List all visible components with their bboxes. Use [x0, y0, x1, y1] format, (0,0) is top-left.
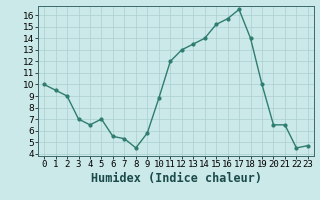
X-axis label: Humidex (Indice chaleur): Humidex (Indice chaleur): [91, 172, 261, 185]
